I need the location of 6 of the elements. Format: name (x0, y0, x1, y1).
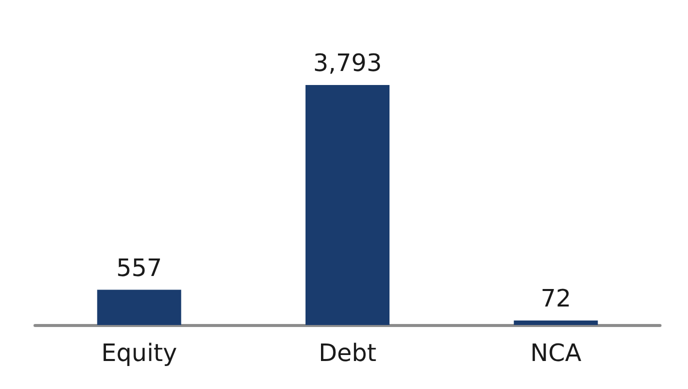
data-label: 3,793 (313, 49, 382, 77)
x-tick-label: Equity (101, 339, 178, 367)
data-label: 557 (116, 254, 162, 282)
x-tick-label: NCA (530, 339, 582, 367)
data-label: 72 (540, 284, 572, 312)
x-tick-label: Debt (318, 339, 376, 367)
